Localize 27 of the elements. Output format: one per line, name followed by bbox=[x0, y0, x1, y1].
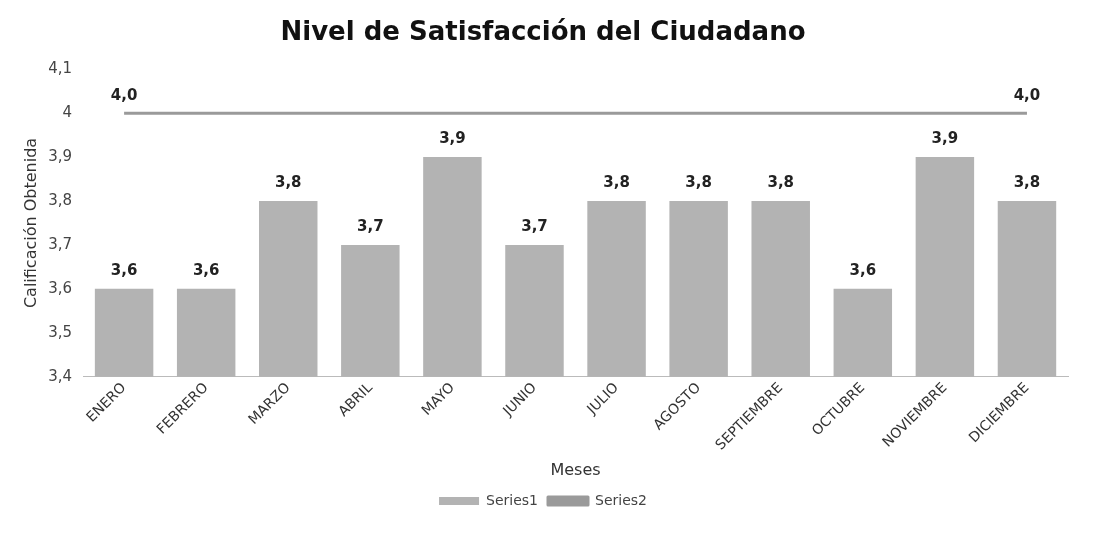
data-label: 3,8 bbox=[767, 173, 795, 192]
y-tick-label: 3,9 bbox=[48, 146, 73, 165]
data-label: 3,6 bbox=[110, 261, 138, 280]
data-label: 3,8 bbox=[274, 173, 302, 192]
data-label: 3,9 bbox=[439, 129, 466, 148]
data-label: 3,8 bbox=[685, 173, 712, 192]
data-label: 3,7 bbox=[357, 217, 384, 236]
x-axis-title: Meses bbox=[550, 459, 601, 479]
data-label: 3,8 bbox=[603, 173, 630, 192]
data-label: 3,6 bbox=[192, 261, 220, 280]
legend-label: Series1 bbox=[486, 491, 539, 508]
data-label: 3,6 bbox=[849, 261, 877, 280]
data-label: 3,7 bbox=[521, 217, 548, 236]
legend-label: Series2 bbox=[595, 491, 647, 508]
y-tick-label: 3,7 bbox=[48, 234, 73, 253]
y-tick-label: 3,8 bbox=[48, 190, 73, 209]
y-tick-label: 4 bbox=[62, 103, 73, 122]
y-axis-title: Calificación Obtenida bbox=[20, 137, 40, 309]
y-tick-label: 3,4 bbox=[48, 366, 73, 385]
y-tick-label: 3,5 bbox=[48, 322, 73, 341]
chart-title: Nivel de Satisfacción del Ciudadano bbox=[280, 16, 806, 47]
data-label: 3,8 bbox=[1013, 173, 1041, 192]
y-tick-label: 4,1 bbox=[48, 59, 73, 78]
data-label: 3,9 bbox=[931, 129, 959, 148]
data-label: 4,0 bbox=[1013, 85, 1041, 104]
y-tick-label: 3,6 bbox=[48, 278, 73, 297]
data-label: 4,0 bbox=[110, 85, 138, 104]
